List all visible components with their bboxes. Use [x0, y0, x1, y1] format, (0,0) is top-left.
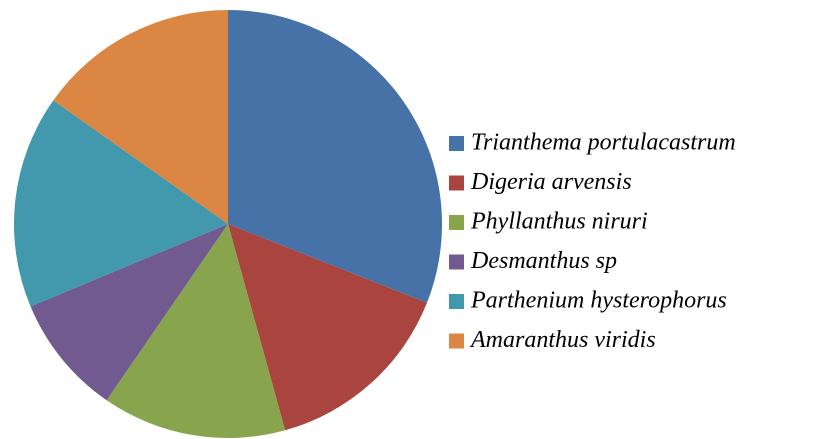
legend-label: Parthenium hysterophorus: [470, 288, 727, 314]
legend-label: Trianthema portulacastrum: [471, 130, 736, 156]
pie-slice: [30, 224, 228, 401]
legend-label: Amaranthus viridis: [469, 327, 656, 353]
pie-slice: [53, 10, 228, 224]
pie-slice: [106, 224, 286, 439]
pie-slice: [228, 224, 427, 431]
legend-label: Phyllanthus niruri: [470, 209, 648, 235]
legend-swatch: [449, 215, 464, 230]
legend-swatch: [449, 294, 464, 309]
legend-label: Desmanthus sp: [470, 248, 617, 274]
legend-label: Digeria arvensis: [470, 169, 632, 195]
pie-slice: [14, 100, 229, 307]
legend-swatch: [449, 254, 464, 270]
legend-swatch: [449, 136, 464, 151]
pie-slice: [228, 10, 442, 303]
legend-swatch: [449, 333, 464, 349]
legend-swatch: [449, 175, 464, 191]
